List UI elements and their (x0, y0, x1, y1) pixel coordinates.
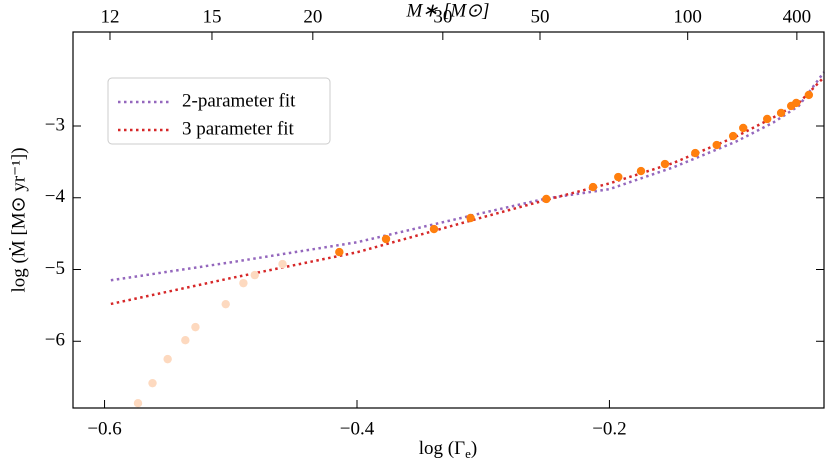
data-point (614, 172, 623, 182)
data-point (381, 234, 391, 244)
top-tick-label: 15 (202, 6, 221, 27)
top-tick-label: 12 (100, 6, 119, 27)
data-point (221, 299, 230, 309)
y-axis-label: log (Ṁ [M⊙ yr⁻¹]) (8, 147, 29, 292)
data-point (660, 159, 670, 169)
data-point (278, 259, 287, 269)
top-tick-label: 20 (303, 6, 322, 27)
legend-label: 2-parameter fit (182, 90, 296, 111)
data-point (792, 98, 801, 108)
data-point (636, 166, 646, 176)
x-tick-label: −0.2 (592, 418, 626, 439)
data-point (163, 354, 172, 364)
data-point (239, 278, 248, 288)
data-point (588, 182, 598, 192)
data-point (335, 247, 344, 257)
top-axis-label: M∗ [M⊙] (405, 0, 489, 21)
data-point (542, 194, 551, 204)
data-point (466, 213, 475, 223)
data-point (133, 398, 143, 408)
data-point (148, 378, 157, 388)
x-label-sub: e (465, 446, 471, 461)
data-point (728, 131, 738, 141)
data-point (429, 224, 439, 234)
top-tick-label: 50 (531, 6, 550, 27)
top-tick-label: 100 (673, 6, 702, 27)
plot (110, 71, 826, 408)
data-point (712, 140, 721, 150)
y-tick-label: −5 (45, 258, 65, 279)
x-label-main: log (Γ (419, 438, 465, 459)
data-point (250, 270, 259, 280)
top-tick-label: 400 (783, 6, 812, 27)
data-point (804, 90, 814, 100)
data-point (776, 108, 786, 118)
y-tick-label: −3 (45, 114, 65, 135)
y-tick-label: −6 (45, 330, 65, 351)
y-tick-label: −4 (45, 186, 66, 207)
fit-line (110, 71, 826, 282)
data-point (191, 322, 200, 332)
x-axis-label: log (Γe) (419, 438, 477, 461)
data-point (181, 335, 190, 345)
legend-label: 3 parameter fit (182, 118, 295, 139)
plot-frame (72, 31, 825, 409)
data-point (691, 148, 700, 158)
x-tick-label: −0.6 (87, 418, 121, 439)
data-point (739, 123, 748, 133)
x-label-end: ) (471, 438, 477, 459)
legend-box (107, 77, 331, 145)
data-point (763, 114, 772, 124)
top-tick-label: 30 (433, 6, 452, 27)
x-tick-label: −0.4 (340, 418, 375, 439)
